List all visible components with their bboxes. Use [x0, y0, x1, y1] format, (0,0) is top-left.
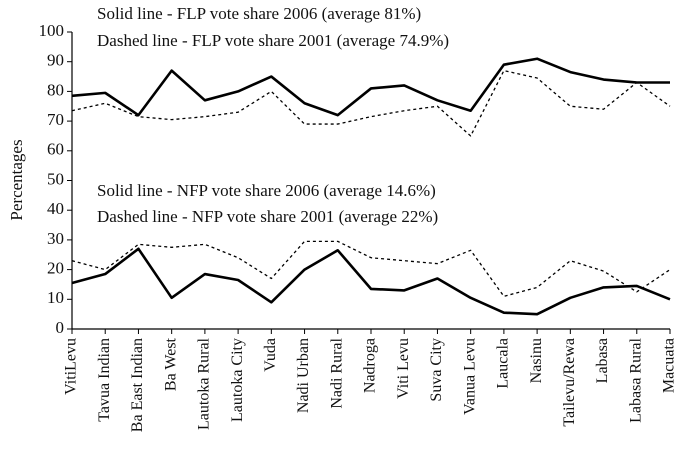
x-tick-label: Ba East Indian — [129, 338, 146, 432]
series-line — [71, 57, 670, 117]
x-tick-label: VitiLevu — [63, 338, 80, 395]
series-line — [71, 247, 671, 316]
y-tick-label: 60 — [47, 140, 64, 159]
x-tick-label: Lautoka Rural — [196, 337, 213, 430]
x-tick-label: Tailevu/Rewa — [561, 338, 578, 427]
series-line — [71, 240, 671, 297]
y-tick-label: 80 — [47, 80, 64, 99]
x-tick-label: Labasa Rural — [627, 337, 644, 422]
y-tick-label: 50 — [47, 169, 64, 188]
y-tick-label: 10 — [47, 288, 64, 307]
x-tick-label: Lautoka City — [229, 338, 246, 422]
y-tick-label: 0 — [56, 318, 65, 337]
y-tick-label: 30 — [47, 229, 64, 248]
x-tick-label: Nasinu — [528, 338, 545, 383]
legend-label: Solid line - FLP vote share 2006 (averag… — [97, 4, 421, 23]
y-tick-label: 40 — [47, 199, 64, 218]
y-axis-label: Percentages — [7, 139, 26, 220]
x-tick-label: Tavua Indian — [96, 338, 113, 422]
x-tick-label: Nadroga — [362, 338, 379, 393]
legend-label: Dashed line - FLP vote share 2001 (avera… — [97, 31, 449, 50]
x-tick-label: Ba West — [162, 337, 179, 391]
x-tick-label: Viti Levu — [395, 338, 412, 399]
legend-label: Dashed line - NFP vote share 2001 (avera… — [97, 207, 438, 226]
y-tick-label: 90 — [47, 51, 64, 70]
x-tick-label: Labasa — [594, 338, 611, 383]
x-tick-label: Macuata — [661, 338, 677, 393]
x-tick-label: Vuda — [262, 338, 279, 372]
legend-label: Solid line - NFP vote share 2006 (averag… — [97, 181, 436, 200]
x-tick-label: Vanua Levu — [461, 338, 478, 415]
x-tick-label: Nadi Rural — [328, 337, 345, 408]
series-line — [71, 69, 671, 137]
x-tick-label: Nadi Urban — [295, 338, 312, 413]
y-tick-label: 20 — [47, 259, 64, 278]
y-tick-label: 100 — [39, 21, 65, 40]
x-tick-label: Suva City — [428, 338, 445, 402]
x-tick-label: Laucala — [495, 338, 512, 389]
y-tick-label: 70 — [47, 110, 64, 129]
